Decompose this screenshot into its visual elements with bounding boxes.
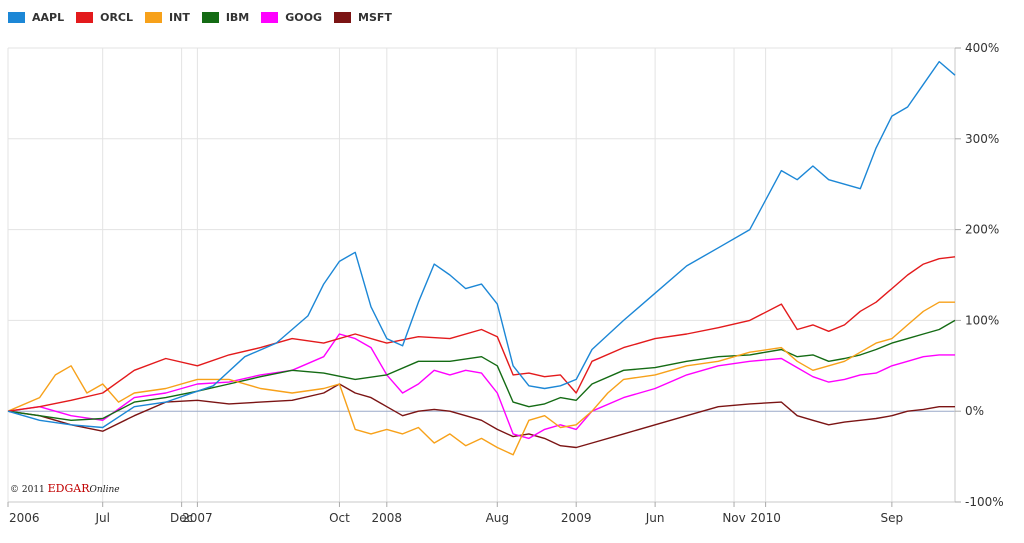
legend-swatch — [334, 11, 352, 23]
x-tick-label: Dec — [170, 511, 193, 525]
legend-item-msft[interactable]: MSFT — [334, 11, 392, 24]
series-line-orcl — [7, 256, 956, 412]
copyright-prefix: © 2011 — [10, 485, 45, 495]
y-tick-label: 300% — [965, 132, 999, 146]
legend-swatch — [201, 11, 219, 23]
x-tick-label: Sep — [881, 511, 904, 525]
legend-swatch — [145, 11, 163, 23]
legend-label: MSFT — [358, 10, 392, 24]
y-tick-label: 200% — [965, 223, 999, 237]
legend-swatch — [261, 11, 279, 23]
x-tick-label: Jun — [645, 511, 665, 525]
x-tick-label: 2008 — [372, 511, 403, 525]
series-line-msft — [7, 383, 955, 449]
copyright-notice: © 2011 EDGAROnline — [10, 482, 120, 495]
legend-item-ibm[interactable]: IBM — [201, 10, 250, 24]
x-tick-label: 2009 — [561, 511, 592, 525]
y-tick-label: -100% — [965, 495, 1004, 509]
y-tick-label: 0% — [965, 404, 984, 418]
x-tick-label: 2010 — [750, 511, 781, 525]
copyright-brand: EDGAR — [47, 482, 90, 495]
series-line-goog — [7, 333, 955, 440]
legend-label: IBM — [225, 10, 250, 24]
y-tick-label: 100% — [965, 313, 999, 327]
x-tick-label: 2006 — [9, 511, 40, 525]
legend-label: ORCL — [100, 10, 134, 24]
legend-label: GOOG — [285, 10, 323, 24]
y-tick-label: 400% — [965, 41, 999, 55]
copyright-suffix: Online — [89, 485, 120, 495]
legend-item-int[interactable]: INT — [145, 11, 190, 24]
legend-label: AAPL — [32, 10, 65, 24]
x-tick-label: Nov — [722, 511, 745, 525]
legend-swatch — [76, 11, 94, 23]
legend-item-orcl[interactable]: ORCL — [76, 11, 133, 24]
legend-swatch — [8, 11, 25, 23]
x-tick-label: Aug — [486, 511, 509, 525]
series-line-int — [7, 301, 955, 456]
legend-item-aapl[interactable]: AAPL — [8, 11, 64, 24]
x-tick-label: Oct — [329, 511, 350, 525]
x-tick-label: Jul — [94, 511, 109, 525]
legend: AAPL ORCL INT IBM GOOG MSFT — [8, 9, 404, 25]
legend-item-goog[interactable]: GOOG — [261, 11, 322, 24]
x-tick-label: 2007 — [182, 511, 213, 525]
legend-label: INT — [169, 10, 190, 24]
series-line-aapl — [7, 60, 956, 429]
